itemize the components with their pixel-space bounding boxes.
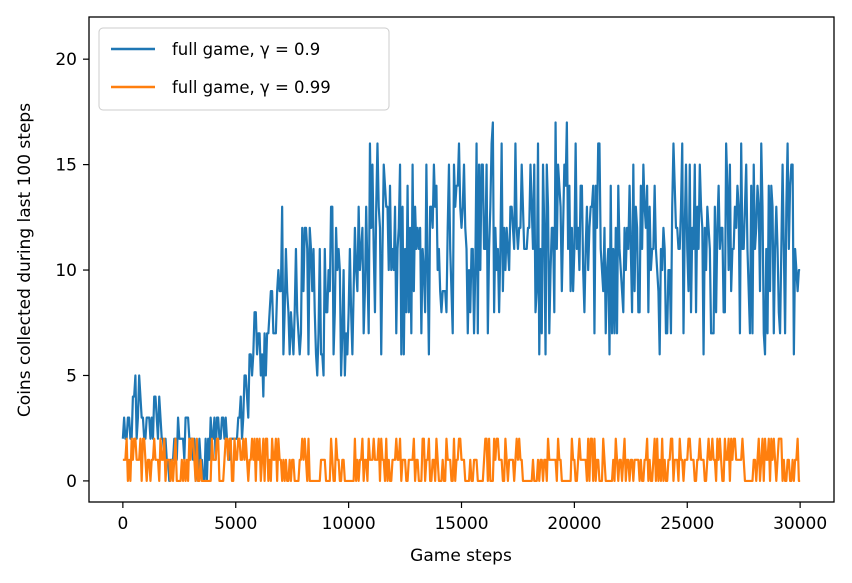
y-tick-label: 0 xyxy=(66,472,77,492)
series-line-0 xyxy=(121,121,801,483)
x-tick-label: 15000 xyxy=(434,514,488,534)
x-axis: 0 5000 10000 15000 20000 25000 30000 xyxy=(117,502,827,534)
series-line-1 xyxy=(122,437,801,483)
y-tick-label: 15 xyxy=(55,156,77,176)
x-tick-label: 0 xyxy=(117,514,128,534)
y-tick-label: 5 xyxy=(66,366,77,386)
x-tick-label: 5000 xyxy=(214,514,257,534)
series-layer xyxy=(121,121,801,483)
x-tick-label: 10000 xyxy=(322,514,376,534)
y-axis: 0 5 10 15 20 xyxy=(55,50,89,492)
legend-label-gamma-0.9: full game, γ = 0.9 xyxy=(172,40,320,59)
x-tick-label: 20000 xyxy=(547,514,601,534)
x-tick-label: 25000 xyxy=(660,514,714,534)
y-axis-label: Coins collected during last 100 steps xyxy=(15,103,35,417)
legend: full game, γ = 0.9 full game, γ = 0.99 xyxy=(98,27,390,111)
y-tick-label: 20 xyxy=(55,50,77,70)
legend-box xyxy=(98,27,390,111)
x-tick-label: 30000 xyxy=(773,514,827,534)
y-tick-label: 10 xyxy=(55,261,77,281)
legend-label-gamma-0.99: full game, γ = 0.99 xyxy=(172,78,331,97)
x-axis-label: Game steps xyxy=(410,546,512,566)
